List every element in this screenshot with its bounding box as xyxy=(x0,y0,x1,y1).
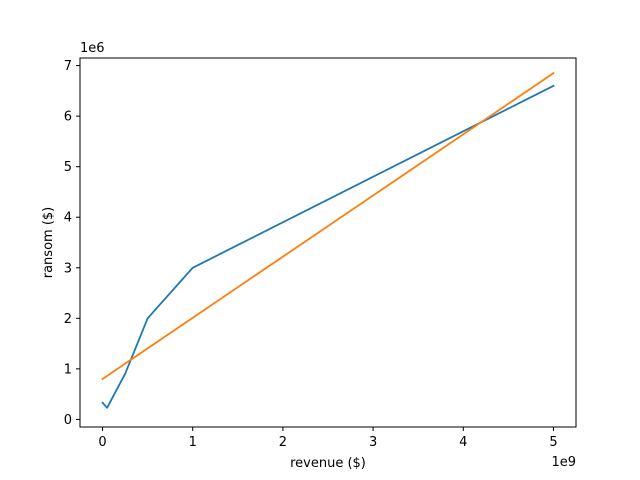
y-tick-label: 4 xyxy=(64,211,72,226)
y-tick-label: 1 xyxy=(64,362,72,377)
x-tick-label: 3 xyxy=(369,435,377,450)
y-tick-label: 7 xyxy=(64,59,72,74)
x-tick-label: 0 xyxy=(98,435,106,450)
series-layer xyxy=(101,71,555,409)
y-offset-label: 1e6 xyxy=(80,41,105,56)
x-tick-label: 1 xyxy=(189,435,197,450)
y-axis: 0 1 2 3 4 5 6 7 xyxy=(64,59,80,428)
y-tick-label: 0 xyxy=(64,413,72,428)
x-tick-label: 4 xyxy=(459,435,467,450)
y-tick-label: 5 xyxy=(64,160,72,175)
series-line-1 xyxy=(101,84,555,409)
y-tick-label: 6 xyxy=(64,110,72,125)
y-tick-label: 2 xyxy=(64,312,72,327)
x-axis-label: revenue ($) xyxy=(290,456,366,471)
x-tick-label: 2 xyxy=(279,435,287,450)
y-axis-label: ransom ($) xyxy=(41,207,56,279)
x-offset-label: 1e9 xyxy=(551,455,576,470)
y-tick-label: 3 xyxy=(64,261,72,276)
series-line-2 xyxy=(101,71,555,381)
x-tick-label: 5 xyxy=(549,435,557,450)
axes-frame xyxy=(79,57,577,428)
x-axis: 0 1 2 3 4 5 xyxy=(98,427,558,450)
